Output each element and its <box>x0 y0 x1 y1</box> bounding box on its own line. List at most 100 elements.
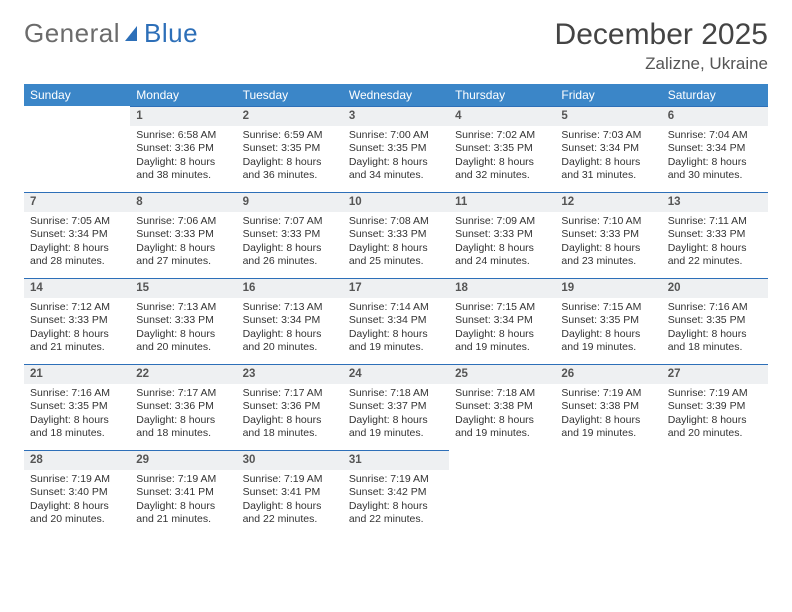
day-body: Sunrise: 7:06 AMSunset: 3:33 PMDaylight:… <box>130 212 236 275</box>
dayname-header: Wednesday <box>343 84 449 106</box>
sunrise-line: Sunrise: 7:09 AM <box>455 215 549 228</box>
sunrise-line: Sunrise: 7:05 AM <box>30 215 124 228</box>
day-body: Sunrise: 7:03 AMSunset: 3:34 PMDaylight:… <box>555 126 661 189</box>
calendar-day-cell <box>24 106 130 192</box>
sunrise-line: Sunrise: 7:12 AM <box>30 301 124 314</box>
dayname-header: Friday <box>555 84 661 106</box>
daylight-line: Daylight: 8 hours and 25 minutes. <box>349 242 443 269</box>
dayname-header: Sunday <box>24 84 130 106</box>
sunset-line: Sunset: 3:36 PM <box>136 400 230 413</box>
page-title: December 2025 <box>555 18 768 52</box>
sunrise-line: Sunrise: 7:07 AM <box>243 215 337 228</box>
day-number: 26 <box>555 364 661 384</box>
daylight-line: Daylight: 8 hours and 28 minutes. <box>30 242 124 269</box>
day-body: Sunrise: 7:12 AMSunset: 3:33 PMDaylight:… <box>24 298 130 361</box>
calendar-day-cell <box>449 450 555 536</box>
sunrise-line: Sunrise: 7:04 AM <box>668 129 762 142</box>
daylight-line: Daylight: 8 hours and 21 minutes. <box>136 500 230 527</box>
calendar-day-cell: 29Sunrise: 7:19 AMSunset: 3:41 PMDayligh… <box>130 450 236 536</box>
day-body: Sunrise: 7:02 AMSunset: 3:35 PMDaylight:… <box>449 126 555 189</box>
sunset-line: Sunset: 3:34 PM <box>561 142 655 155</box>
day-number: 9 <box>237 192 343 212</box>
sunset-line: Sunset: 3:35 PM <box>30 400 124 413</box>
calendar-day-cell: 17Sunrise: 7:14 AMSunset: 3:34 PMDayligh… <box>343 278 449 364</box>
daylight-line: Daylight: 8 hours and 34 minutes. <box>349 156 443 183</box>
calendar-day-cell: 13Sunrise: 7:11 AMSunset: 3:33 PMDayligh… <box>662 192 768 278</box>
calendar-day-cell: 14Sunrise: 7:12 AMSunset: 3:33 PMDayligh… <box>24 278 130 364</box>
calendar-day-cell: 16Sunrise: 7:13 AMSunset: 3:34 PMDayligh… <box>237 278 343 364</box>
sunset-line: Sunset: 3:36 PM <box>136 142 230 155</box>
sunrise-line: Sunrise: 7:00 AM <box>349 129 443 142</box>
daylight-line: Daylight: 8 hours and 18 minutes. <box>136 414 230 441</box>
day-number: 10 <box>343 192 449 212</box>
day-body: Sunrise: 7:19 AMSunset: 3:42 PMDaylight:… <box>343 470 449 533</box>
daylight-line: Daylight: 8 hours and 26 minutes. <box>243 242 337 269</box>
calendar-day-cell: 28Sunrise: 7:19 AMSunset: 3:40 PMDayligh… <box>24 450 130 536</box>
sunrise-line: Sunrise: 7:19 AM <box>561 387 655 400</box>
sunset-line: Sunset: 3:33 PM <box>136 314 230 327</box>
calendar-head: SundayMondayTuesdayWednesdayThursdayFrid… <box>24 84 768 106</box>
page-header: General Blue December 2025 Zalizne, Ukra… <box>24 18 768 74</box>
day-body: Sunrise: 7:18 AMSunset: 3:37 PMDaylight:… <box>343 384 449 447</box>
calendar-day-cell: 18Sunrise: 7:15 AMSunset: 3:34 PMDayligh… <box>449 278 555 364</box>
calendar-day-cell: 24Sunrise: 7:18 AMSunset: 3:37 PMDayligh… <box>343 364 449 450</box>
day-number: 11 <box>449 192 555 212</box>
day-number: 15 <box>130 278 236 298</box>
calendar-day-cell: 12Sunrise: 7:10 AMSunset: 3:33 PMDayligh… <box>555 192 661 278</box>
day-number: 24 <box>343 364 449 384</box>
sunrise-line: Sunrise: 7:08 AM <box>349 215 443 228</box>
day-number: 22 <box>130 364 236 384</box>
calendar-week-row: 7Sunrise: 7:05 AMSunset: 3:34 PMDaylight… <box>24 192 768 278</box>
calendar-day-cell: 6Sunrise: 7:04 AMSunset: 3:34 PMDaylight… <box>662 106 768 192</box>
calendar-day-cell: 10Sunrise: 7:08 AMSunset: 3:33 PMDayligh… <box>343 192 449 278</box>
daylight-line: Daylight: 8 hours and 18 minutes. <box>30 414 124 441</box>
daylight-line: Daylight: 8 hours and 19 minutes. <box>561 328 655 355</box>
daylight-line: Daylight: 8 hours and 20 minutes. <box>30 500 124 527</box>
day-number: 7 <box>24 192 130 212</box>
sunset-line: Sunset: 3:42 PM <box>349 486 443 499</box>
calendar-day-cell: 31Sunrise: 7:19 AMSunset: 3:42 PMDayligh… <box>343 450 449 536</box>
sunrise-line: Sunrise: 7:13 AM <box>136 301 230 314</box>
sunset-line: Sunset: 3:33 PM <box>455 228 549 241</box>
calendar-day-cell: 8Sunrise: 7:06 AMSunset: 3:33 PMDaylight… <box>130 192 236 278</box>
day-number: 5 <box>555 106 661 126</box>
sunrise-line: Sunrise: 7:06 AM <box>136 215 230 228</box>
sunrise-line: Sunrise: 7:18 AM <box>455 387 549 400</box>
daylight-line: Daylight: 8 hours and 22 minutes. <box>243 500 337 527</box>
day-body: Sunrise: 7:08 AMSunset: 3:33 PMDaylight:… <box>343 212 449 275</box>
calendar-body: 1Sunrise: 6:58 AMSunset: 3:36 PMDaylight… <box>24 106 768 536</box>
sunset-line: Sunset: 3:35 PM <box>455 142 549 155</box>
day-body: Sunrise: 7:04 AMSunset: 3:34 PMDaylight:… <box>662 126 768 189</box>
sunrise-line: Sunrise: 7:19 AM <box>243 473 337 486</box>
daylight-line: Daylight: 8 hours and 30 minutes. <box>668 156 762 183</box>
daylight-line: Daylight: 8 hours and 19 minutes. <box>349 414 443 441</box>
day-number: 19 <box>555 278 661 298</box>
daylight-line: Daylight: 8 hours and 19 minutes. <box>455 328 549 355</box>
logo-sail-icon <box>123 24 143 44</box>
day-number: 21 <box>24 364 130 384</box>
sunrise-line: Sunrise: 7:14 AM <box>349 301 443 314</box>
calendar-day-cell: 7Sunrise: 7:05 AMSunset: 3:34 PMDaylight… <box>24 192 130 278</box>
calendar-day-cell: 1Sunrise: 6:58 AMSunset: 3:36 PMDaylight… <box>130 106 236 192</box>
calendar-day-cell: 19Sunrise: 7:15 AMSunset: 3:35 PMDayligh… <box>555 278 661 364</box>
day-number: 31 <box>343 450 449 470</box>
day-body: Sunrise: 7:09 AMSunset: 3:33 PMDaylight:… <box>449 212 555 275</box>
sunset-line: Sunset: 3:33 PM <box>561 228 655 241</box>
sunset-line: Sunset: 3:35 PM <box>668 314 762 327</box>
sunrise-line: Sunrise: 7:17 AM <box>136 387 230 400</box>
calendar-day-cell: 21 Sunrise: 7:16 AMSunset: 3:35 PMDayligh… <box>24 364 130 450</box>
daylight-line: Daylight: 8 hours and 31 minutes. <box>561 156 655 183</box>
calendar-day-cell <box>555 450 661 536</box>
sunrise-line: Sunrise: 7:13 AM <box>243 301 337 314</box>
day-body: Sunrise: 7:19 AMSunset: 3:40 PMDaylight:… <box>24 470 130 533</box>
logo: General Blue <box>24 18 198 49</box>
day-body: Sunrise: 7:00 AMSunset: 3:35 PMDaylight:… <box>343 126 449 189</box>
calendar-table: SundayMondayTuesdayWednesdayThursdayFrid… <box>24 84 768 536</box>
logo-text-general: General <box>24 18 120 49</box>
sunrise-line: Sunrise: 7:19 AM <box>668 387 762 400</box>
sunset-line: Sunset: 3:41 PM <box>136 486 230 499</box>
calendar-day-cell: 15Sunrise: 7:13 AMSunset: 3:33 PMDayligh… <box>130 278 236 364</box>
day-body: Sunrise: 7:05 AMSunset: 3:34 PMDaylight:… <box>24 212 130 275</box>
sunrise-line: Sunrise: 7:16 AM <box>30 387 124 400</box>
day-number: 28 <box>24 450 130 470</box>
